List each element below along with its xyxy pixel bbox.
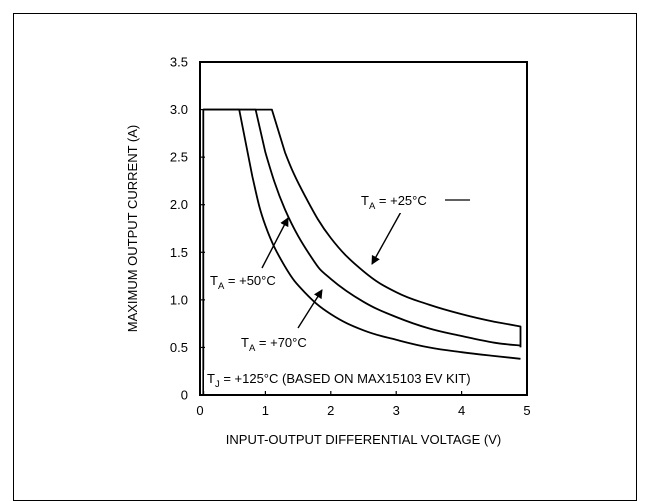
annotation-25c: TA = +25°C — [361, 193, 427, 212]
x-tick-label: 2 — [327, 403, 334, 418]
series-line-25c — [202, 108, 522, 395]
chart-frame — [13, 13, 637, 501]
series-line-70c — [203, 108, 521, 360]
annotation-70c-background — [238, 334, 310, 355]
x-tick-label: 3 — [393, 403, 400, 418]
y-tick-label: 3.5 — [170, 55, 188, 70]
y-tick-label: 1.5 — [170, 245, 188, 260]
x-axis-label: INPUT-OUTPUT DIFFERENTIAL VOLTAGE (V) — [226, 432, 501, 447]
y-tick-label: 2.0 — [170, 197, 188, 212]
y-axis-label: MAXIMUM OUTPUT CURRENT (A) — [125, 125, 140, 333]
x-tick-label: 0 — [196, 403, 203, 418]
arrow-25c — [371, 209, 403, 265]
annotation-50c: TA = +50°C — [210, 273, 276, 292]
y-tick-label: 0 — [181, 388, 188, 403]
plot-area — [199, 61, 528, 396]
series-curves — [202, 108, 522, 395]
y-tick-label: 2.5 — [170, 150, 188, 165]
x-tick-label: 4 — [458, 403, 465, 418]
junction-temp-note: TJ = +125°C (BASED ON MAX15103 EV KIT) — [207, 371, 471, 390]
annotation-25c-background — [358, 192, 430, 213]
x-tick-label: 5 — [523, 403, 530, 418]
x-tick-label: 1 — [262, 403, 269, 418]
arrow-70c — [297, 289, 323, 329]
y-tick-label: 1.0 — [170, 292, 188, 307]
axis-ticks: 0 1 2 3 4 5 0 0.5 1.0 1.5 2.0 2.5 3.0 3.5 — [170, 55, 531, 419]
junction-temp-note-background — [204, 370, 474, 391]
arrow-50c — [261, 217, 289, 269]
annotation-arrows — [261, 199, 470, 329]
series-line-50c — [203, 108, 521, 347]
y-tick-label: 3.0 — [170, 102, 188, 117]
y-tick-label: 0.5 — [170, 340, 188, 355]
annotation-70c: TA = +70°C — [241, 335, 307, 354]
annotation-50c-background — [207, 272, 279, 293]
